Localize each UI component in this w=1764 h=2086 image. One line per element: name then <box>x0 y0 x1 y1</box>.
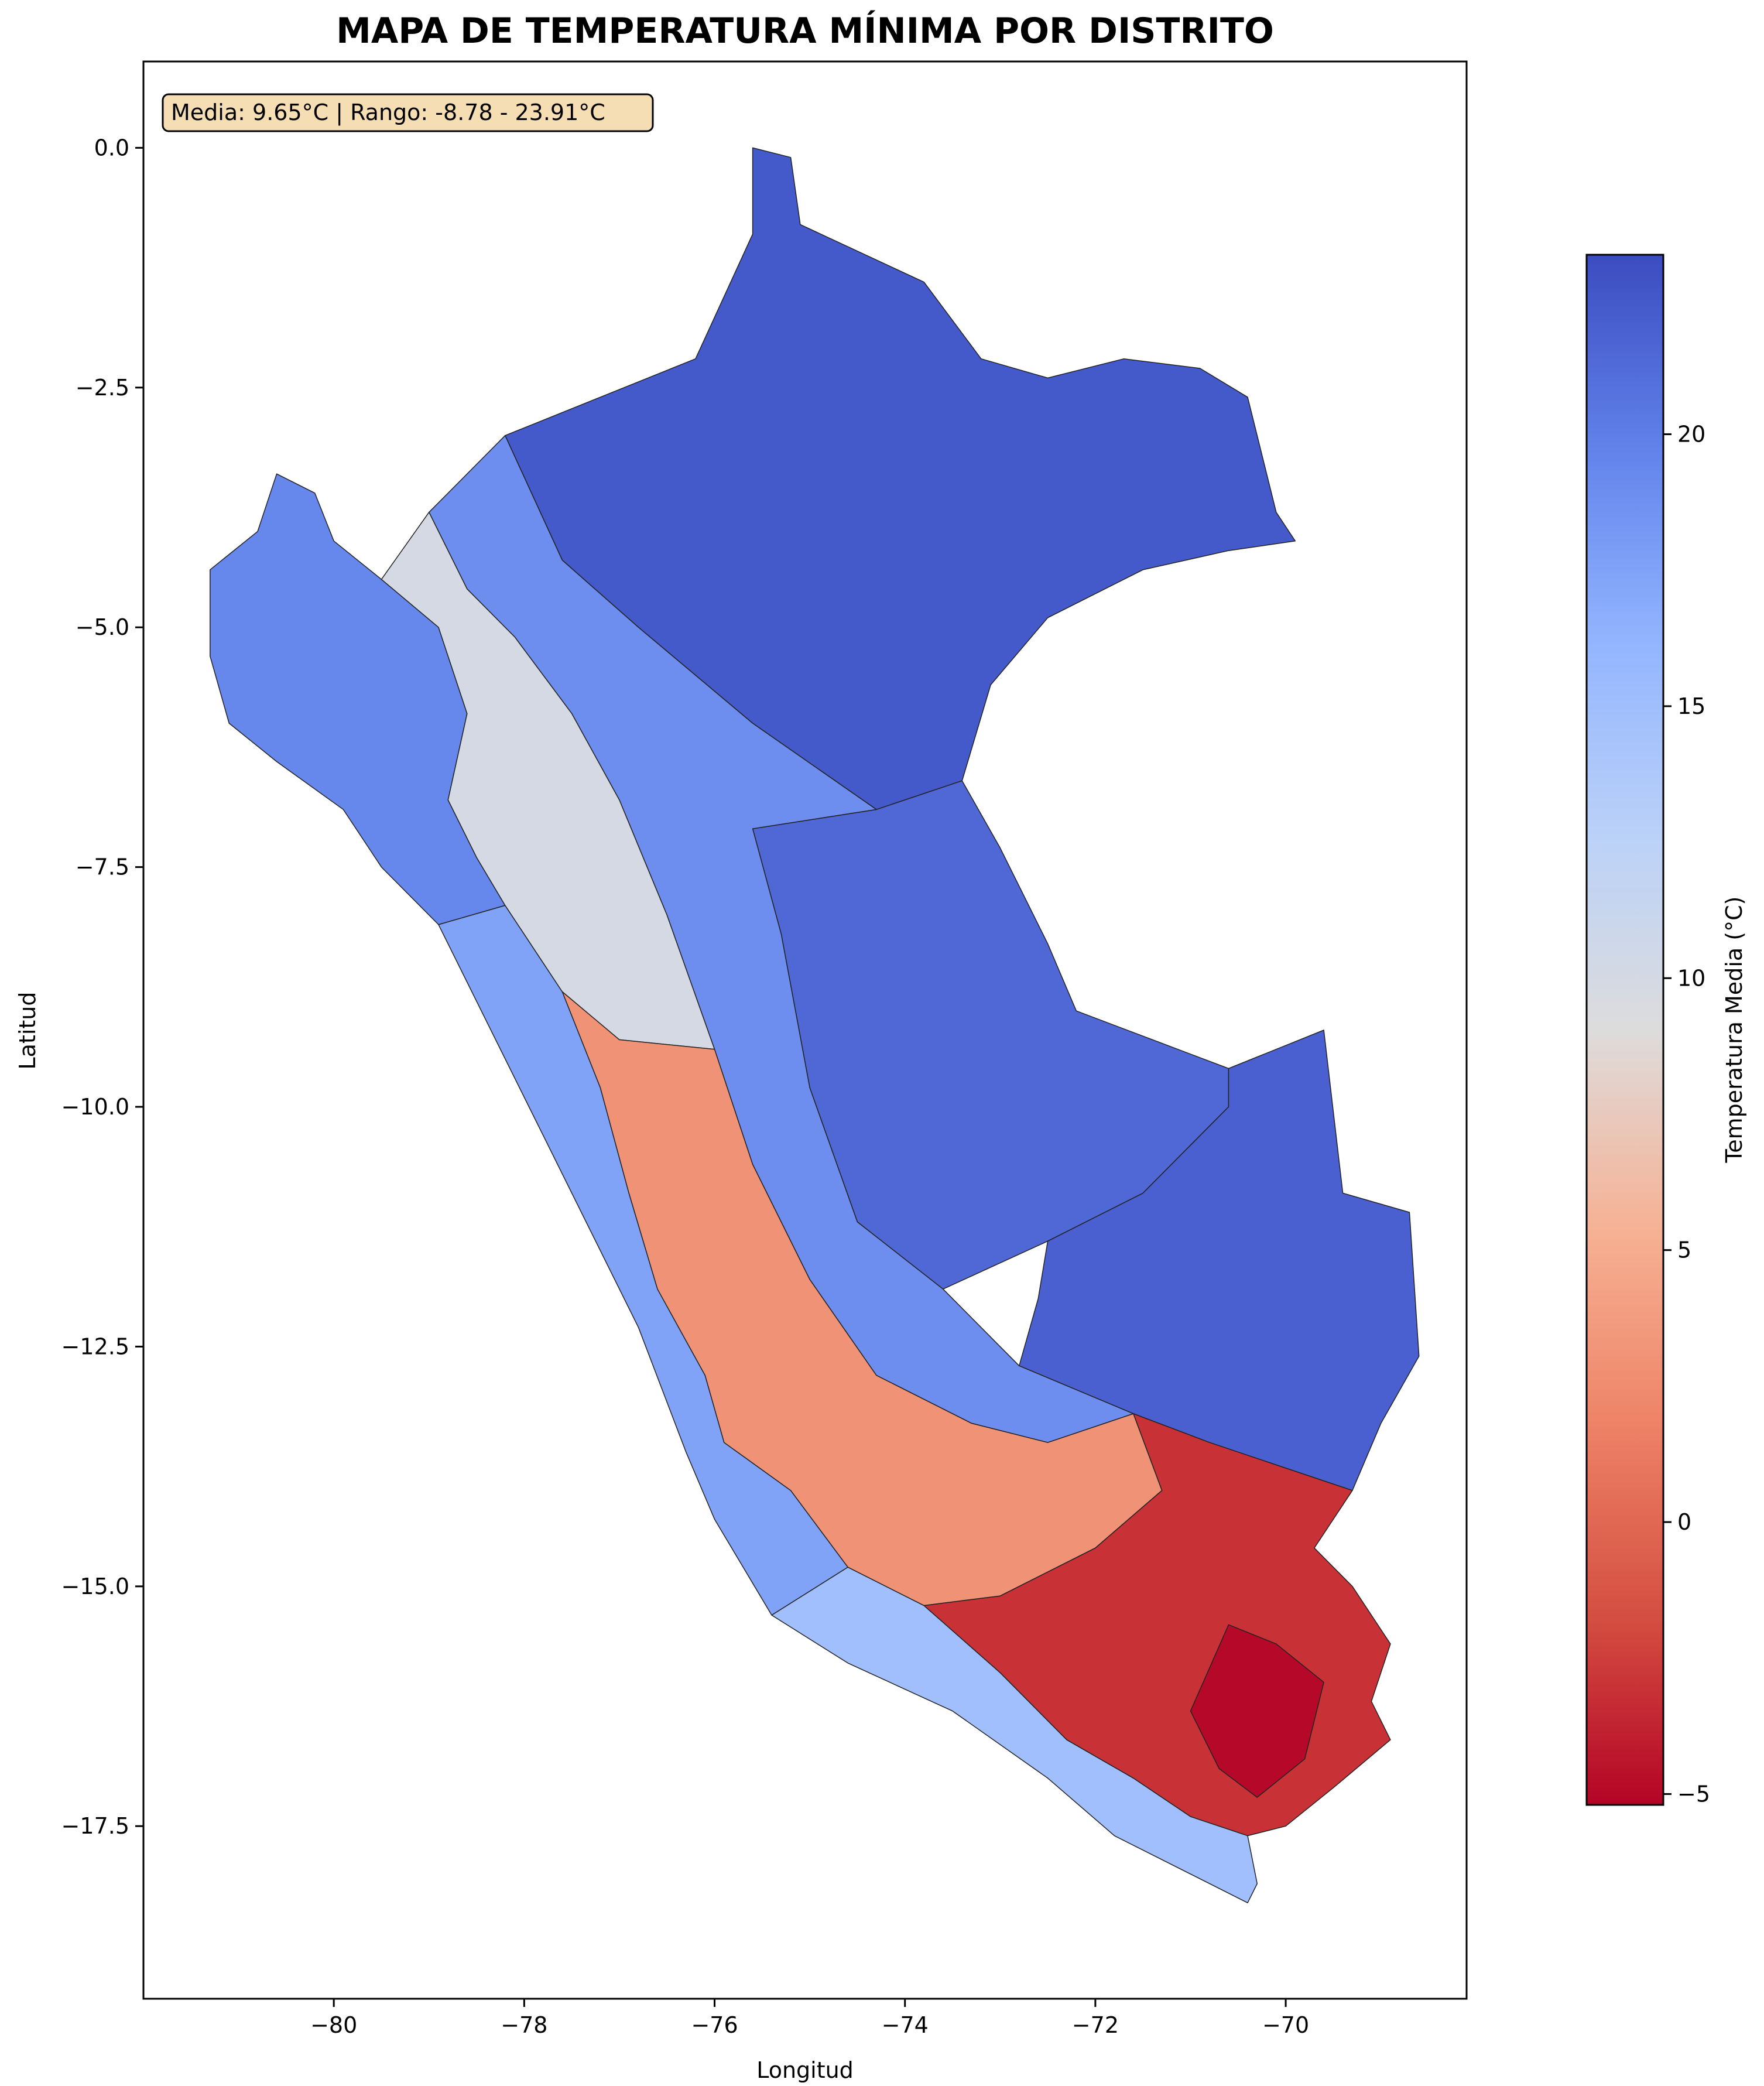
x-tick-label: −74 <box>882 2012 929 2038</box>
y-tick-label: −7.5 <box>76 854 129 880</box>
colorbar-tick-label: 0 <box>1677 1509 1691 1535</box>
stats-text: Media: 9.65°C | Rango: -8.78 - 23.91°C <box>171 100 605 126</box>
x-axis: −80 −78 −76 −74 −72 −70 <box>310 1999 1309 2038</box>
x-tick-label: −70 <box>1262 2012 1309 2038</box>
y-tick-label: −15.0 <box>61 1574 129 1599</box>
x-tick-label: −78 <box>501 2012 547 2038</box>
map-regions <box>210 147 1420 1903</box>
y-tick-label: −10.0 <box>61 1094 129 1120</box>
colorbar: −5 0 5 10 15 20 Temperatura Media (°C) <box>1585 254 1747 1807</box>
colorbar-ticks: −5 0 5 10 15 20 <box>1663 421 1710 1807</box>
colorbar-tick-label: 10 <box>1677 965 1705 991</box>
y-tick-label: −17.5 <box>61 1813 129 1839</box>
colorbar-tick-label: 15 <box>1677 693 1705 719</box>
colorbar-gradient <box>1585 254 1664 1806</box>
y-tick-label: −12.5 <box>61 1333 129 1359</box>
y-tick-label: −2.5 <box>76 375 129 401</box>
x-tick-label: −76 <box>691 2012 738 2038</box>
x-tick-label: −72 <box>1072 2012 1119 2038</box>
chart-title: MAPA DE TEMPERATURA MÍNIMA POR DISTRITO <box>336 9 1274 52</box>
y-axis-label: Latitud <box>15 991 40 1069</box>
y-tick-label: −5.0 <box>76 614 129 640</box>
x-axis-label: Longitud <box>756 2057 854 2083</box>
colorbar-tick-label: 20 <box>1677 421 1705 447</box>
colorbar-label: Temperatura Media (°C) <box>1721 897 1747 1164</box>
colorbar-tick-label: 5 <box>1677 1237 1691 1263</box>
colorbar-tick-label: −5 <box>1677 1781 1710 1807</box>
region-puno <box>1190 1624 1324 1798</box>
y-tick-label: 0.0 <box>94 135 129 160</box>
y-axis: 0.0 −2.5 −5.0 −7.5 −10.0 −12.5 −15.0 −17.5 <box>61 135 143 1839</box>
x-tick-label: −80 <box>310 2012 357 2038</box>
stats-annotation: Media: 9.65°C | Rango: -8.78 - 23.91°C <box>162 93 654 132</box>
